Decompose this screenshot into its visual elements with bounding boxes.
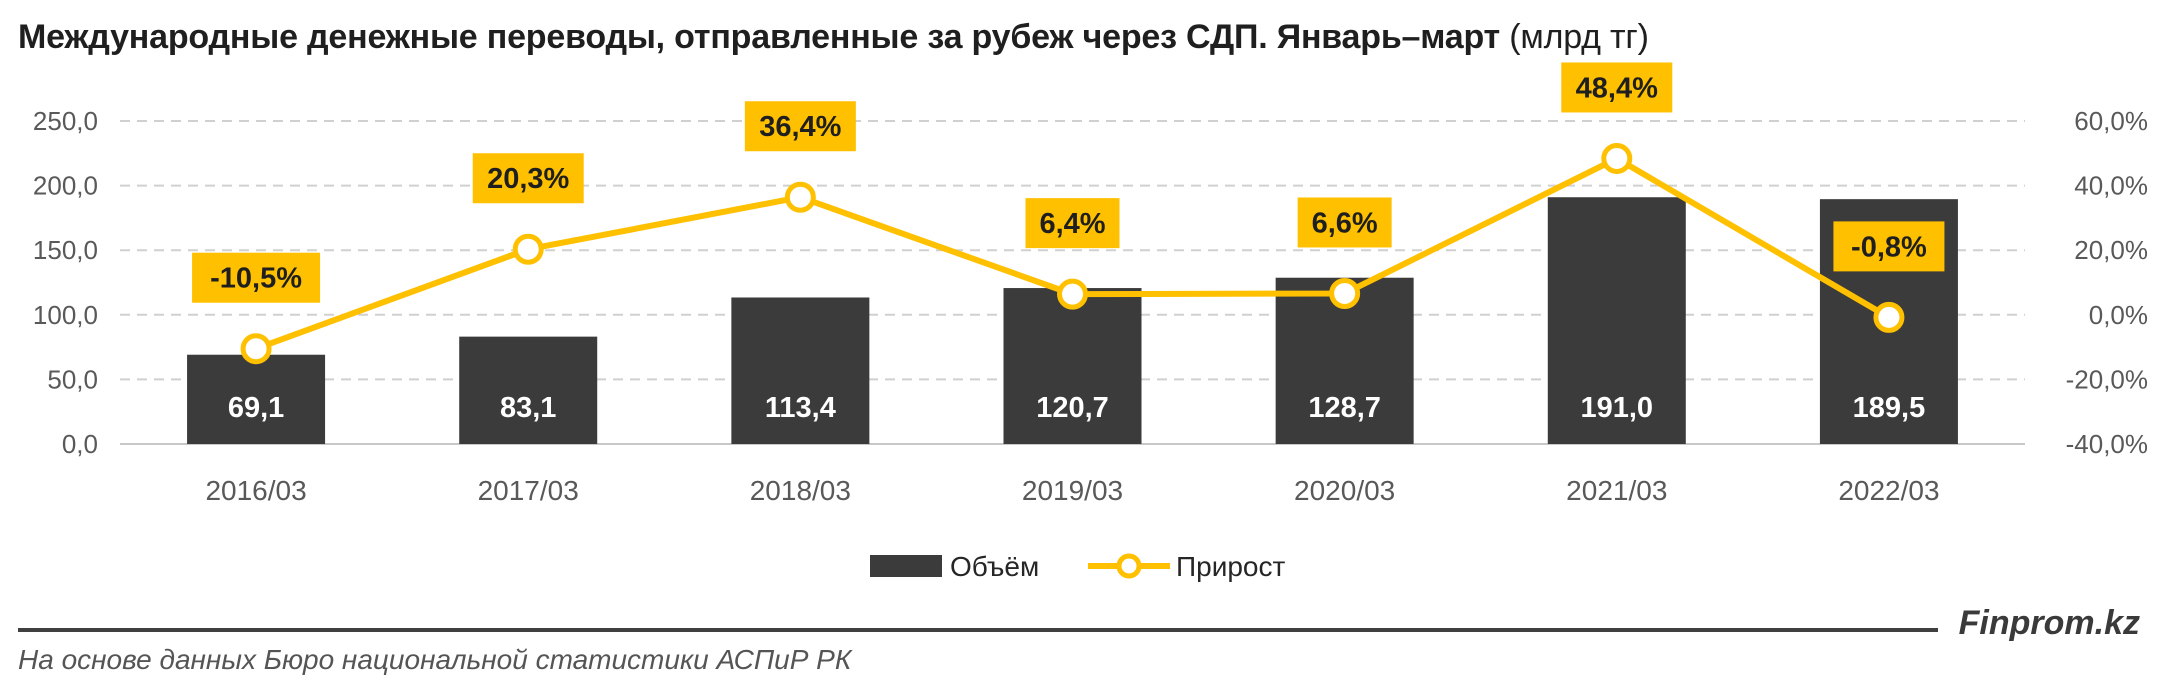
right-tick-label: 60,0%	[2074, 106, 2148, 136]
bar	[1003, 288, 1142, 444]
bar-value-label: 191,0	[1580, 392, 1653, 424]
growth-point	[1873, 301, 1905, 333]
growth-point	[1329, 277, 1361, 309]
right-tick-label: -40,0%	[2066, 429, 2148, 459]
category-label: 2017/03	[478, 475, 579, 506]
bar-value-label: 69,1	[228, 392, 284, 424]
chart-title-main: Международные денежные переводы, отправл…	[18, 18, 1501, 56]
left-tick-label: 200,0	[33, 171, 98, 201]
growth-label-box	[472, 153, 584, 204]
chart-canvas: 0,0 50,0 100,0 150,0 200,0 250,0 -40,0% -20,0%…	[33, 62, 2148, 582]
brand-label: Finprom.kz	[1958, 604, 2140, 642]
left-tick-label: 100,0	[33, 300, 98, 330]
bar-value-label: 83,1	[500, 392, 556, 424]
category-label: 2020/03	[1294, 475, 1395, 506]
right-tick-label: 0,0%	[2089, 300, 2148, 330]
bar-value-label: 128,7	[1308, 392, 1381, 424]
legend-swatch-growth-marker	[1116, 553, 1142, 579]
category-label: 2018/03	[750, 475, 851, 506]
growth-value-label: 36,4%	[759, 111, 841, 143]
growth-point	[1601, 142, 1633, 174]
left-tick-label: 250,0	[33, 106, 98, 136]
category-label: 2022/03	[1838, 475, 1939, 506]
growth-point	[512, 233, 544, 265]
bar	[731, 297, 870, 444]
legend-label-growth: Прирост	[1176, 551, 1285, 582]
growth-point	[240, 333, 272, 365]
legend: Объём Прирост	[870, 551, 1285, 582]
chart-title: Международные денежные переводы, отправл…	[18, 18, 1649, 57]
line-layer: -10,5% 20,3% 36,4% 6,4% 6,6% 48,4% -0,8%	[192, 62, 1945, 365]
growth-label-box	[192, 252, 321, 303]
left-tick-label: 50,0	[47, 364, 98, 394]
category-label: 2021/03	[1566, 475, 1667, 506]
bar-value-label: 113,4	[765, 392, 836, 424]
right-tick-label: -20,0%	[2066, 364, 2148, 394]
source-note: На основе данных Бюро национальной стати…	[18, 644, 852, 675]
right-tick-label: 40,0%	[2074, 171, 2148, 201]
right-tick-label: 20,0%	[2074, 235, 2148, 265]
bar-value-label: 120,7	[1036, 392, 1109, 424]
left-tick-label: 0,0	[62, 429, 98, 459]
left-axis: 0,0 50,0 100,0 150,0 200,0 250,0	[33, 106, 98, 459]
bar	[459, 336, 598, 444]
growth-label-box	[1297, 197, 1392, 248]
bars-layer: 69,1 83,1 113,4 120,7 128,7 191,0 189,5	[187, 197, 1958, 444]
bar-value-label: 189,5	[1853, 392, 1926, 424]
chart-title-unit: (млрд тг)	[1509, 18, 1649, 56]
left-tick-label: 150,0	[33, 235, 98, 265]
right-axis: -40,0% -20,0% 0,0% 20,0% 40,0% 60,0%	[2066, 106, 2148, 459]
category-label: 2019/03	[1022, 475, 1123, 506]
growth-point	[784, 181, 816, 213]
category-label: 2016/03	[205, 475, 306, 506]
bar	[1547, 197, 1686, 444]
growth-value-label: -10,5%	[210, 263, 302, 295]
growth-value-label: 6,4%	[1039, 208, 1105, 240]
bar	[187, 354, 326, 444]
growth-label-box	[744, 101, 856, 152]
legend-label-volume: Объём	[950, 551, 1039, 582]
legend-swatch-volume	[870, 555, 942, 577]
growth-value-label: -0,8%	[1851, 231, 1927, 263]
growth-value-label: 6,6%	[1312, 207, 1378, 239]
growth-label-box	[1833, 221, 1945, 272]
growth-label-box	[1025, 198, 1120, 249]
footer-divider	[18, 628, 1938, 632]
growth-point	[1057, 278, 1088, 310]
growth-value-label: 48,4%	[1576, 72, 1658, 104]
x-axis: 2016/03 2017/03 2018/03 2019/03 2020/03 2021/…	[205, 475, 1939, 506]
growth-label-box	[1561, 62, 1673, 113]
growth-value-label: 20,3%	[487, 163, 569, 195]
